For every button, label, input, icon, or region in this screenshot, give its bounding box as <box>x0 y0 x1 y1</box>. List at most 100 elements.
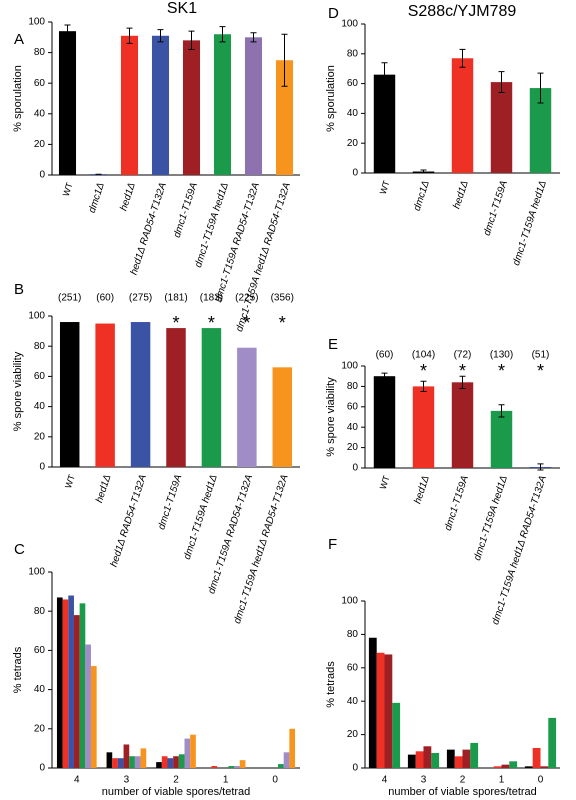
count-label: (60) <box>376 350 394 361</box>
x-tick-label: 1 <box>499 775 505 786</box>
significance-star: * <box>172 313 179 333</box>
bar <box>384 654 393 768</box>
y-tick-label: 40 <box>34 108 46 119</box>
bar <box>239 760 246 768</box>
x-tick-label: dmc1-T159A <box>172 181 200 239</box>
bar <box>167 758 174 768</box>
y-tick-label: 40 <box>34 401 46 412</box>
x-tick-label: hed1Δ <box>118 181 137 212</box>
bar <box>412 386 435 468</box>
bar <box>451 382 474 468</box>
y-tick-label: 80 <box>347 381 359 392</box>
x-tick-label: hed1Δ RAD54-T132A <box>129 181 169 276</box>
x-tick-label: dmc1-T159A <box>482 179 510 237</box>
bar <box>90 666 97 768</box>
bar <box>130 322 151 467</box>
count-label: (181) <box>164 293 187 304</box>
bar <box>431 752 440 768</box>
bar <box>376 652 385 768</box>
bar <box>68 595 74 768</box>
error-bar <box>281 33 288 87</box>
x-tick-label: dmc1-T159A hed1Δ RAD54-T132A <box>234 181 293 333</box>
y-tick-label: 80 <box>347 629 359 640</box>
error-bar <box>459 375 466 389</box>
y-tick-label: 40 <box>347 422 359 433</box>
x-tick-label: dmc1-T159A hed1Δ <box>511 179 549 267</box>
x-tick-label: dmc1-T159A <box>156 473 184 531</box>
error-bar <box>537 463 544 471</box>
bar <box>524 766 533 768</box>
bar <box>201 328 222 467</box>
x-tick-label: WT <box>378 474 392 491</box>
chart-title: S288c/YJM789 <box>408 3 517 20</box>
x-tick-label: 4 <box>382 775 388 786</box>
bar <box>454 756 463 768</box>
count-label: (51) <box>532 350 550 361</box>
bar <box>529 88 552 173</box>
bar <box>244 37 263 175</box>
x-tick-label: hed1Δ <box>451 179 470 210</box>
x-tick-label: dmc1-T159A <box>443 474 471 532</box>
x-tick-label: 2 <box>173 775 179 786</box>
error-bar <box>498 404 505 418</box>
bar <box>237 347 257 467</box>
y-tick-label: 20 <box>347 729 359 740</box>
y-tick-label: 100 <box>28 567 45 578</box>
count-label: (72) <box>454 350 472 361</box>
y-tick-label: 80 <box>34 606 46 617</box>
bar <box>184 738 191 768</box>
y-tick-label: 80 <box>347 48 359 59</box>
bar <box>151 35 170 175</box>
bar <box>446 749 455 768</box>
panel-label: B <box>14 281 24 298</box>
bar <box>73 615 80 768</box>
bar <box>493 766 502 768</box>
significance-star: * <box>498 361 505 381</box>
x-tick-label: 3 <box>421 775 427 786</box>
bar <box>95 323 115 467</box>
bar <box>56 597 63 768</box>
bar <box>532 747 541 768</box>
bar <box>423 746 432 768</box>
bar <box>79 603 86 768</box>
error-bar <box>157 29 164 43</box>
bar <box>85 644 91 768</box>
bar <box>470 742 479 768</box>
bar <box>490 410 513 468</box>
y-tick-label: 0 <box>352 168 358 179</box>
error-bar <box>219 26 226 43</box>
y-tick-label: 100 <box>341 361 358 372</box>
y-tick-label: 20 <box>347 138 359 149</box>
bar <box>120 35 139 175</box>
y-tick-label: 60 <box>34 371 46 382</box>
x-tick-label: WT <box>378 179 392 196</box>
y-axis-label: % tetrads <box>12 646 24 693</box>
x-tick-label: 0 <box>538 775 544 786</box>
bar <box>490 82 513 173</box>
bar <box>462 749 471 768</box>
count-label: (60) <box>96 293 114 304</box>
y-tick-label: 100 <box>341 19 358 30</box>
y-tick-label: 0 <box>39 462 45 473</box>
significance-star: * <box>420 361 427 381</box>
bar <box>548 717 557 768</box>
count-label: (356) <box>271 293 294 304</box>
bar <box>501 764 510 768</box>
bar <box>234 766 240 768</box>
bar <box>112 758 118 768</box>
y-tick-label: 100 <box>28 17 45 28</box>
error-bar <box>459 48 466 68</box>
bar <box>368 637 377 768</box>
y-tick-label: 80 <box>34 341 46 352</box>
error-bar <box>64 24 71 38</box>
count-label: (251) <box>58 293 81 304</box>
y-axis-label: % tetrads <box>325 661 337 708</box>
error-bar <box>537 72 544 104</box>
count-label: (225) <box>235 293 258 304</box>
x-tick-label: dmc1-T159A hed1Δ <box>182 473 220 561</box>
bar <box>178 754 185 768</box>
bar <box>156 762 162 768</box>
chart-title: SK1 <box>167 0 197 17</box>
bar <box>134 756 141 768</box>
bar <box>407 754 416 768</box>
